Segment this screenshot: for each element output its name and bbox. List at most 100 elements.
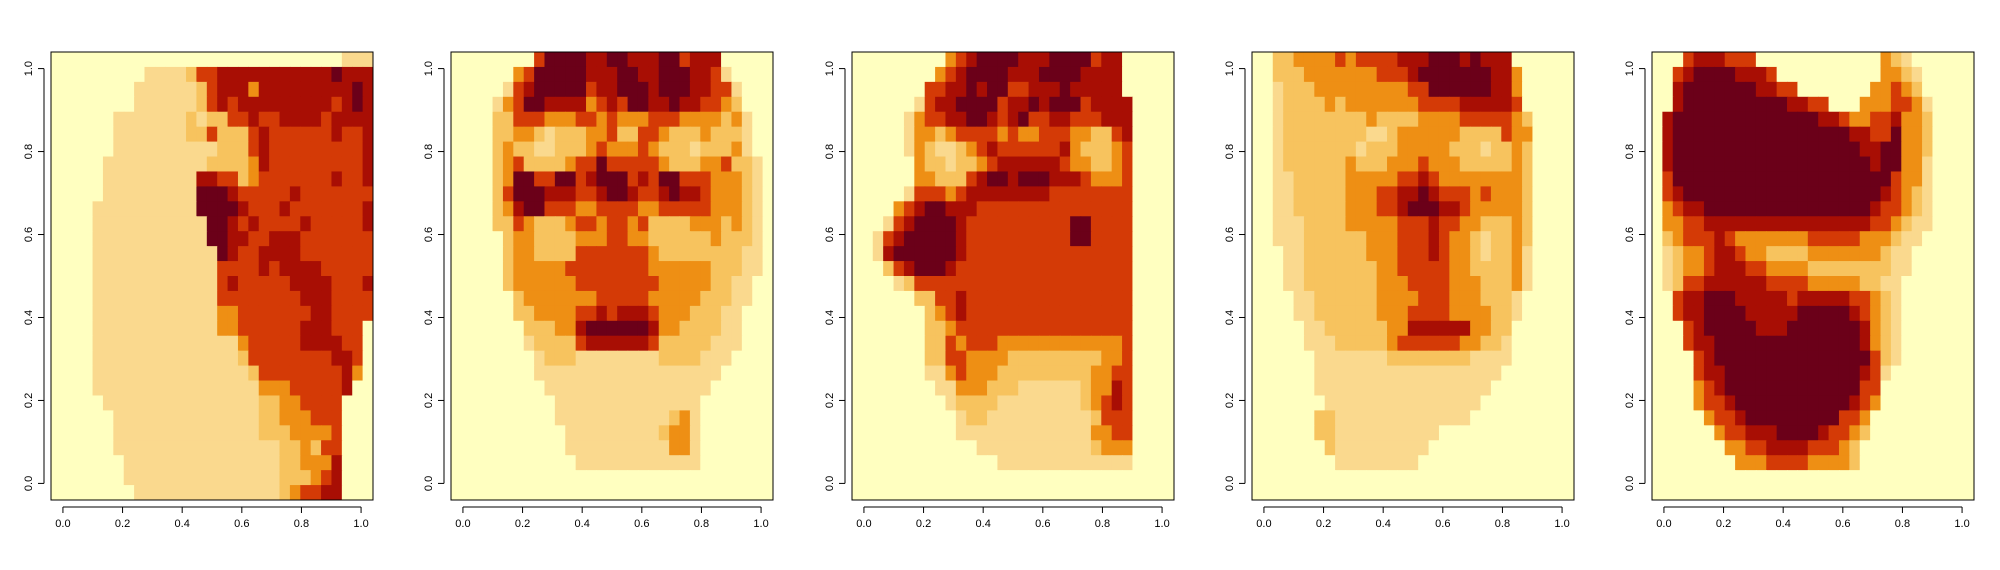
heatmap-cell — [1387, 380, 1399, 397]
heatmap-cell — [1387, 276, 1399, 292]
heatmap-cell — [1766, 156, 1778, 173]
heatmap-cell — [1849, 96, 1861, 113]
heatmap-cell — [606, 380, 618, 397]
heatmap-cell — [1142, 96, 1154, 113]
heatmap-cell — [903, 52, 915, 68]
heatmap-cell — [955, 216, 967, 232]
heatmap-cell — [1922, 410, 1934, 426]
heatmap-cell — [352, 201, 364, 217]
heatmap-cell — [1652, 455, 1663, 471]
heatmap-cell — [1283, 365, 1295, 382]
heatmap-cell — [554, 156, 566, 173]
heatmap-cell — [492, 111, 504, 128]
heatmap-cell — [513, 395, 525, 411]
heatmap-cell — [1880, 111, 1892, 128]
heatmap-cell — [1007, 455, 1019, 471]
heatmap-cell — [1693, 156, 1705, 173]
heatmap-cell — [544, 380, 556, 397]
heatmap-cell — [1428, 126, 1440, 143]
heatmap-cell — [102, 201, 114, 217]
heatmap-cell — [1838, 425, 1850, 441]
heatmap-cell — [134, 365, 146, 382]
heatmap-cell — [741, 156, 753, 173]
heatmap-cell — [482, 335, 494, 352]
heatmap-cell — [1683, 52, 1695, 68]
plot-frame — [50, 51, 374, 501]
heatmap-cell — [1366, 455, 1378, 471]
heatmap-cell — [1142, 111, 1154, 128]
heatmap-cell — [955, 141, 967, 158]
heatmap-cell — [1963, 141, 1974, 158]
heatmap-cell — [300, 290, 312, 307]
heatmap-cell — [300, 485, 312, 500]
heatmap-cell — [217, 365, 229, 382]
heatmap-cell — [1101, 156, 1113, 173]
heatmap-cell — [987, 440, 999, 456]
heatmap-cell — [1111, 290, 1123, 307]
heatmap-cell — [1703, 425, 1715, 441]
heatmap-cell — [752, 276, 764, 292]
heatmap-cell — [637, 52, 649, 68]
heatmap-cell — [165, 81, 177, 98]
heatmap-cell — [513, 111, 525, 128]
heatmap-cell — [575, 141, 587, 158]
heatmap-cell — [1953, 455, 1965, 471]
heatmap-cell — [1672, 290, 1684, 307]
heatmap-cell — [482, 485, 494, 500]
heatmap-cell — [502, 216, 514, 232]
heatmap-cell — [1252, 470, 1263, 486]
heatmap-cell — [331, 201, 343, 217]
heatmap-cell — [217, 81, 229, 98]
heatmap-cell — [165, 410, 177, 426]
heatmap-cell — [1018, 290, 1030, 307]
heatmap-cell — [1901, 96, 1913, 113]
heatmap-cell — [903, 186, 915, 202]
heatmap-cell — [679, 186, 691, 202]
heatmap-cell — [123, 246, 135, 262]
heatmap-cell — [102, 141, 114, 158]
heatmap-cell — [637, 320, 649, 337]
heatmap-cell — [502, 365, 514, 382]
heatmap-cell — [1007, 186, 1019, 202]
heatmap-cell — [144, 216, 156, 232]
heatmap-cell — [924, 216, 936, 232]
heatmap-cell — [914, 410, 926, 426]
heatmap-cell — [237, 231, 249, 247]
heatmap-cell — [1553, 201, 1565, 217]
heatmap-cell — [1766, 410, 1778, 426]
heatmap-cell — [1428, 395, 1440, 411]
heatmap-cell — [1797, 455, 1809, 471]
heatmap-cell — [997, 186, 1009, 202]
heatmap-cell — [102, 66, 114, 83]
heatmap-cell — [945, 305, 957, 322]
x-tick-label: 0.0 — [856, 518, 871, 530]
heatmap-cell — [1345, 335, 1357, 352]
heatmap-cell — [331, 305, 343, 322]
heatmap-cell — [471, 231, 483, 247]
heatmap-cell — [1911, 141, 1923, 158]
heatmap-cell — [102, 171, 114, 187]
heatmap-cell — [61, 380, 73, 397]
heatmap-cell — [1714, 290, 1726, 307]
heatmap-cell — [648, 395, 660, 411]
heatmap-cell — [1787, 365, 1799, 382]
heatmap-cell — [976, 395, 988, 411]
heatmap-cell — [71, 365, 83, 382]
heatmap-cell — [872, 52, 884, 68]
heatmap-cell — [341, 470, 353, 486]
heatmap-cell — [248, 156, 260, 173]
y-tick-label: 0.0 — [423, 476, 435, 491]
heatmap-cell — [1922, 350, 1934, 367]
heatmap-cell — [586, 440, 598, 456]
heatmap-cell — [710, 365, 722, 382]
heatmap-cell — [341, 365, 353, 382]
heatmap-cell — [1314, 186, 1326, 202]
heatmap-cell — [1459, 261, 1471, 277]
heatmap-cell — [924, 320, 936, 337]
heatmap-cell — [679, 470, 691, 486]
heatmap-cell — [710, 216, 722, 232]
heatmap-cell — [289, 216, 301, 232]
heatmap-cell — [1252, 141, 1263, 158]
heatmap-cell — [1080, 470, 1092, 486]
heatmap-cell — [852, 111, 863, 128]
